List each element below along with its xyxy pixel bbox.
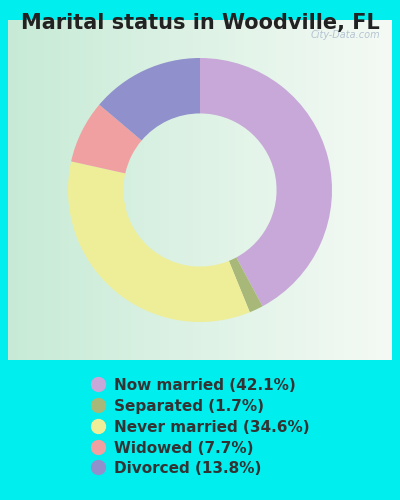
Legend: Now married (42.1%), Separated (1.7%), Never married (34.6%), Widowed (7.7%), Di: Now married (42.1%), Separated (1.7%), N…	[85, 372, 315, 482]
Wedge shape	[99, 58, 200, 140]
Text: City-Data.com: City-Data.com	[311, 30, 380, 40]
Text: Marital status in Woodville, FL: Marital status in Woodville, FL	[21, 12, 379, 32]
Wedge shape	[229, 258, 262, 312]
Wedge shape	[71, 104, 142, 174]
Wedge shape	[200, 58, 332, 306]
Wedge shape	[68, 162, 250, 322]
